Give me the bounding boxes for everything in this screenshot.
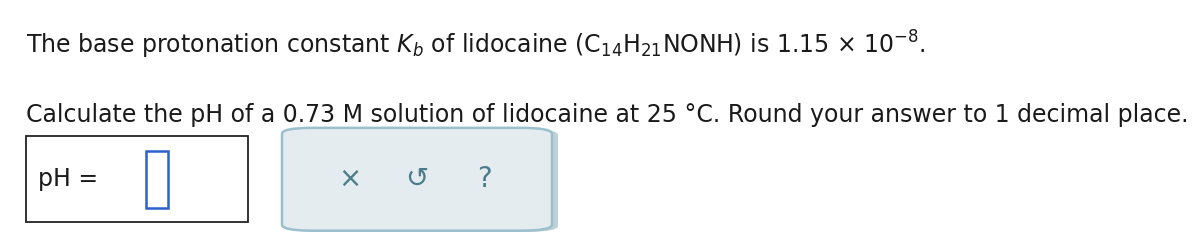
Text: The base protonation constant $\mathit{K}_b$ of lidocaine (C$_{14}$H$_{21}$NONH): The base protonation constant $\mathit{K… [26,29,926,61]
Text: ?: ? [476,165,492,193]
Text: pH =: pH = [38,167,106,191]
FancyBboxPatch shape [288,129,558,232]
FancyBboxPatch shape [282,128,552,231]
FancyBboxPatch shape [26,136,248,222]
Text: Calculate the pH of a 0.73 M solution of lidocaine at 25 °C. Round your answer t: Calculate the pH of a 0.73 M solution of… [26,103,1189,127]
Text: ↺: ↺ [406,165,428,193]
FancyBboxPatch shape [146,151,168,208]
Text: ×: × [338,165,361,193]
